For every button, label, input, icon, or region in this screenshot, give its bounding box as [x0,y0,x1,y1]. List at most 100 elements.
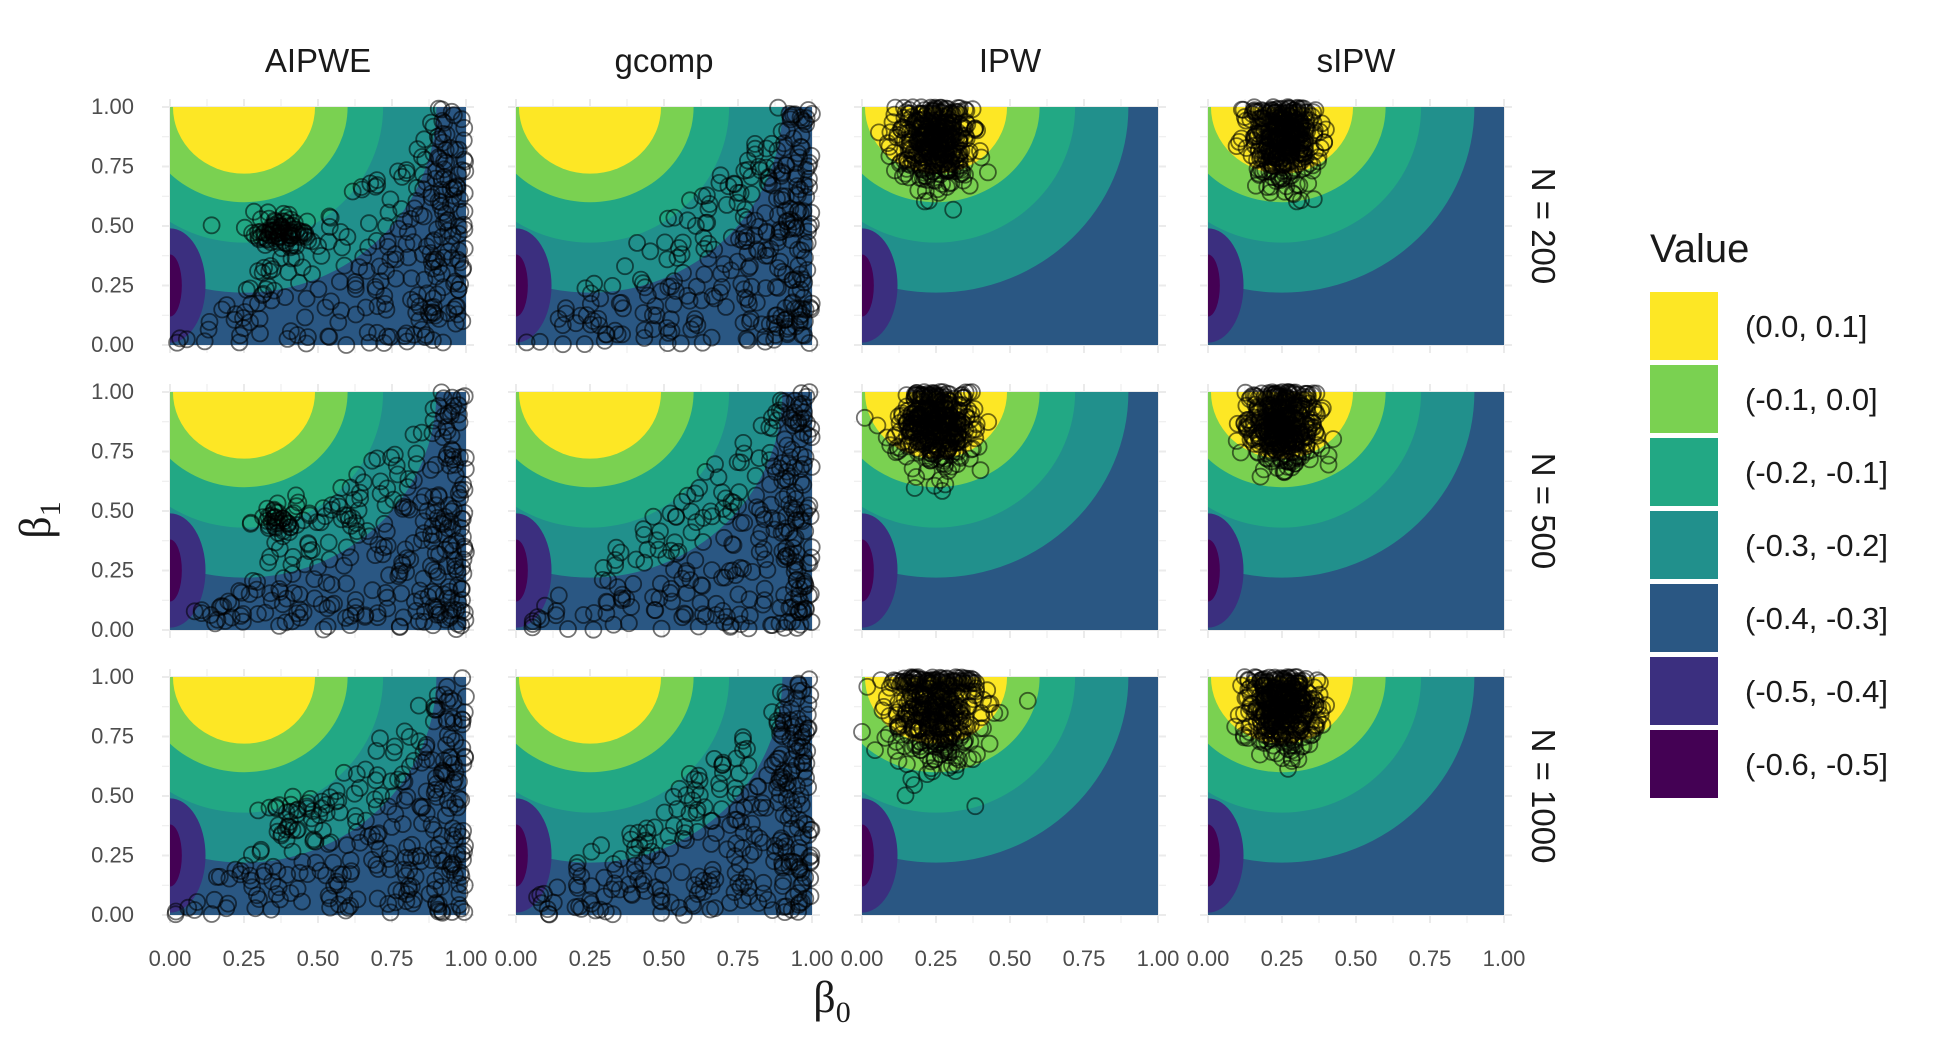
data-point [937,699,956,718]
data-point [794,603,813,622]
data-point [398,787,417,806]
data-point [746,467,765,485]
data-point [710,774,729,793]
data-point [713,763,732,782]
data-point [909,181,928,200]
data-point [347,765,366,783]
data-point [908,719,927,738]
data-point [426,700,445,719]
data-point [1292,422,1310,441]
data-point [322,596,341,615]
data-point [375,514,394,533]
data-point [363,581,382,600]
data-point [675,604,694,623]
data-point [938,679,957,698]
data-point [452,519,471,538]
data-point [790,838,808,857]
data-point [650,589,669,608]
data-point [219,894,237,913]
data-point [608,578,627,597]
contour-band [1208,539,1220,602]
data-point [367,797,386,816]
data-point [1227,432,1246,450]
data-point [352,178,371,196]
data-point [792,729,811,747]
data-point [581,315,600,334]
data-point [1282,146,1301,164]
y-tick-label: 0.25 [91,843,134,868]
data-point [657,548,676,567]
data-point [790,810,809,829]
data-point [737,867,756,886]
data-point [621,824,640,843]
data-point [968,745,986,764]
data-point [1267,100,1285,119]
data-point [281,795,300,814]
data-point [266,533,285,552]
data-point [404,425,423,444]
data-point [385,445,404,464]
data-point [785,458,804,477]
data-point [179,898,198,917]
data-point [925,476,944,495]
data-point [234,319,253,338]
data-point [960,176,979,195]
data-point [789,674,808,693]
contour-band [1208,513,1244,628]
data-point [929,680,948,699]
data-point [909,668,927,686]
data-point [369,535,388,554]
data-point [1317,120,1335,139]
data-point [787,165,806,184]
data-point [377,262,396,280]
data-point [1306,101,1325,119]
data-point [763,616,782,635]
contour-band [170,513,206,628]
data-point [681,191,699,210]
data-point [634,304,653,322]
data-point [298,865,317,884]
data-point [435,525,454,544]
data-point [675,817,694,836]
data-point [953,706,972,725]
data-point [594,558,613,577]
data-point [234,612,252,631]
point-layer [1227,98,1335,211]
data-point [311,861,330,880]
data-point [797,187,816,206]
data-point [1311,673,1329,692]
data-point [731,878,750,896]
panel-gcomp-2 [508,669,821,924]
data-point [750,829,769,848]
data-point [729,585,748,604]
data-point [595,868,614,887]
data-point [925,133,943,152]
data-point [1273,727,1292,746]
data-point [329,313,348,332]
data-point [751,798,770,817]
data-point [532,894,551,913]
data-point [443,541,462,560]
data-point [302,809,321,828]
strip-label-row-0: N = 200 [1525,168,1562,285]
data-point [451,481,470,499]
data-point [259,553,277,572]
data-point [724,174,743,193]
data-point [585,274,603,293]
data-point [424,526,443,545]
legend-item-label: (-0.1, 0.0] [1745,382,1878,417]
data-point [454,550,473,569]
data-point [1309,697,1327,716]
data-point [762,134,781,153]
data-point [557,299,575,318]
data-point [735,280,754,299]
data-point [913,132,931,150]
x-tick-label: 0.50 [643,946,686,971]
data-point [426,306,445,325]
data-point [367,231,386,250]
data-point [802,538,821,557]
data-point [1267,744,1286,763]
data-point [612,589,631,608]
data-point [1288,693,1307,712]
